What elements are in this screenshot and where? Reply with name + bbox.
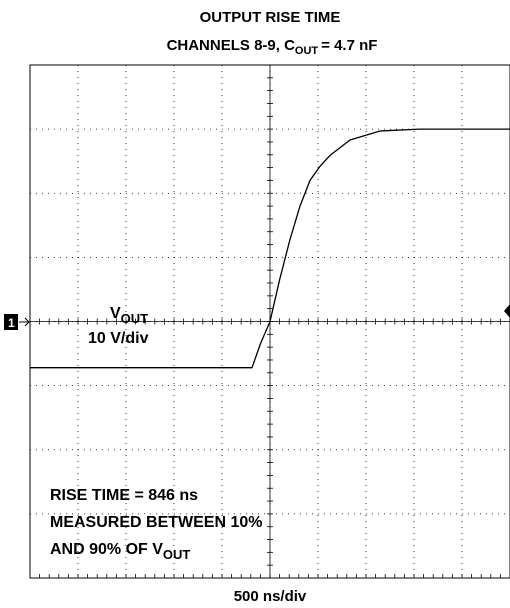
chart-title: OUTPUT RISE TIME xyxy=(200,9,341,26)
trace-name: VOUT xyxy=(110,305,148,326)
measurement-line: AND 90% OF VOUT xyxy=(50,541,190,562)
measurement-subscript: OUT xyxy=(163,547,191,562)
trace-name-subscript: OUT xyxy=(121,311,149,326)
channel-marker: 1 xyxy=(8,316,15,330)
trace-name-main: V xyxy=(110,305,121,322)
trace xyxy=(30,128,510,369)
trigger-marker xyxy=(504,304,510,318)
scale-label: 10 V/div xyxy=(88,330,149,347)
subtitle-part: = 4.7 nF xyxy=(321,37,377,54)
measurement-line: MEASURED BETWEEN 10% xyxy=(50,514,262,531)
x-axis-label: 500 ns/div xyxy=(234,588,307,605)
subtitle-part: CHANNELS 8-9, C xyxy=(167,37,296,54)
subtitle-subscript: OUT xyxy=(295,45,319,57)
channel-arrow xyxy=(19,317,30,327)
plot-frame xyxy=(29,64,510,579)
measurement-line: RISE TIME = 846 ns xyxy=(50,487,198,504)
channel-marker-box xyxy=(4,314,18,330)
measurement-part: AND 90% OF V xyxy=(50,541,163,558)
chart-subtitle: CHANNELS 8-9, COUT = 4.7 nF xyxy=(167,37,378,57)
